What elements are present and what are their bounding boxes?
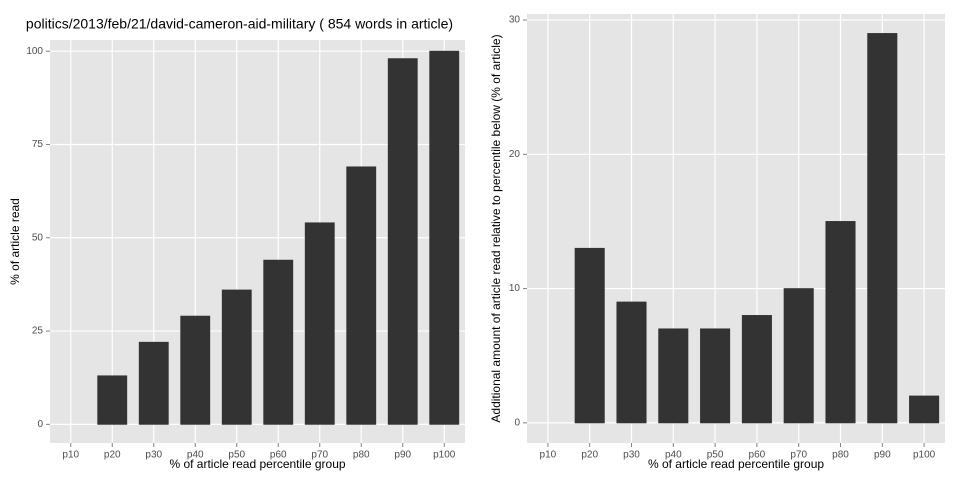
bar [97, 375, 128, 425]
bar [825, 221, 856, 424]
x-tick-label: p80 [353, 450, 370, 461]
y-tick-label: 100 [26, 46, 43, 57]
bar [658, 328, 689, 424]
bar [783, 288, 814, 424]
bar [263, 259, 294, 425]
bar [387, 58, 418, 425]
bar [700, 328, 731, 424]
x-tick-label: p20 [581, 450, 598, 461]
y-axis-label: Additional amount of article read relati… [489, 34, 503, 422]
x-tick-label: p70 [790, 450, 807, 461]
y-tick-label: 75 [32, 139, 44, 150]
bar [346, 166, 377, 425]
x-tick-label: p50 [707, 450, 724, 461]
x-tick-label: p70 [311, 450, 328, 461]
bar [574, 247, 605, 424]
x-tick-label: p60 [270, 450, 287, 461]
x-tick-label: p10 [540, 450, 557, 461]
x-tick-label: p80 [832, 450, 849, 461]
y-tick-label: 50 [32, 232, 44, 243]
x-axis-label: % of article read percentile group [169, 457, 345, 471]
y-tick-label: 0 [514, 417, 520, 428]
y-tick-label: 30 [509, 15, 521, 26]
bar [304, 222, 335, 425]
bar [867, 33, 898, 424]
x-tick-label: p60 [749, 450, 766, 461]
y-tick-label: 20 [509, 149, 521, 160]
x-tick-label: p20 [104, 450, 121, 461]
chart-title: politics/2013/feb/21/david-cameron-aid-m… [26, 16, 453, 32]
x-tick-label: p40 [665, 450, 682, 461]
x-tick-label: p100 [433, 450, 456, 461]
x-tick-label: p100 [913, 450, 936, 461]
bar [741, 315, 772, 424]
bar [616, 301, 647, 424]
bar [429, 50, 460, 425]
x-tick-label: p50 [228, 450, 245, 461]
bar [221, 289, 252, 425]
y-tick-label: 0 [37, 419, 43, 430]
bar [909, 395, 940, 424]
x-tick-label: p30 [623, 450, 640, 461]
y-tick-label: 25 [32, 326, 44, 337]
y-axis-label: % of article read [8, 198, 22, 285]
x-tick-label: p90 [394, 450, 411, 461]
x-tick-label: p90 [874, 450, 891, 461]
x-tick-label: p30 [145, 450, 162, 461]
bar [180, 315, 211, 425]
bar [138, 341, 169, 425]
x-tick-label: p10 [62, 450, 79, 461]
x-tick-label: p40 [187, 450, 204, 461]
y-tick-label: 10 [509, 283, 521, 294]
x-axis-label: % of article read percentile group [648, 457, 824, 471]
